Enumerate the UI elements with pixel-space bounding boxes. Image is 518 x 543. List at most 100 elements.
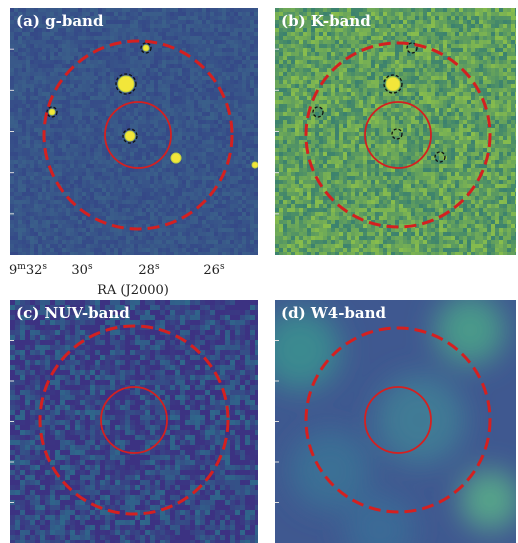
- pixel: [186, 8, 191, 13]
- pixel: [214, 228, 219, 233]
- pixel: [230, 248, 235, 253]
- pixel: [335, 80, 340, 85]
- pixel: [138, 208, 143, 213]
- pixel: [54, 156, 59, 161]
- pixel: [222, 52, 227, 57]
- pixel: [86, 36, 91, 41]
- pixel: [98, 128, 103, 133]
- pixel: [110, 56, 115, 61]
- pixel: [503, 60, 508, 65]
- pixel: [459, 44, 464, 49]
- pixel: [407, 8, 412, 13]
- pixel: [94, 116, 99, 121]
- pixel: [503, 56, 508, 61]
- pixel: [234, 96, 239, 101]
- pixel: [403, 12, 408, 17]
- pixel: [86, 120, 91, 125]
- pixel: [122, 196, 127, 201]
- pixel: [423, 36, 428, 41]
- pixel: [194, 216, 199, 221]
- pixel: [222, 8, 227, 13]
- pixel: [162, 140, 167, 145]
- pixel: [106, 24, 111, 29]
- pixel: [94, 72, 99, 77]
- pixel: [98, 40, 103, 45]
- pixel: [34, 52, 39, 57]
- pixel: [214, 92, 219, 97]
- pixel: [254, 144, 259, 149]
- pixel: [22, 76, 27, 81]
- pixel: [170, 188, 175, 193]
- pixel: [395, 68, 400, 73]
- pixel: [190, 60, 195, 65]
- pixel: [78, 244, 83, 249]
- pixel: [66, 252, 71, 257]
- pixel: [106, 8, 111, 13]
- pixel: [230, 116, 235, 121]
- pixel: [250, 244, 255, 249]
- pixel: [439, 28, 444, 33]
- pixel: [443, 56, 448, 61]
- pixel: [198, 56, 203, 61]
- pixel: [511, 24, 516, 29]
- pixel: [122, 116, 127, 121]
- pixel: [150, 216, 155, 221]
- pixel: [26, 136, 31, 141]
- pixel: [254, 64, 259, 69]
- pixel: [30, 112, 35, 117]
- pixel: [158, 168, 163, 173]
- pixel: [447, 48, 452, 53]
- pixel: [94, 208, 99, 213]
- pixel: [214, 152, 219, 157]
- pixel: [182, 152, 187, 157]
- pixel: [38, 180, 43, 185]
- pixel: [194, 228, 199, 233]
- pixel: [14, 228, 19, 233]
- pixel: [190, 92, 195, 97]
- pixel: [110, 80, 115, 85]
- pixel: [182, 208, 187, 213]
- pixel: [190, 172, 195, 177]
- pixel: [90, 200, 95, 205]
- pixel: [419, 68, 424, 73]
- pixel: [511, 12, 516, 17]
- pixel: [10, 84, 15, 89]
- pixel: [90, 44, 95, 49]
- pixel: [387, 20, 392, 25]
- pixel: [351, 64, 356, 69]
- pixel: [114, 116, 119, 121]
- pixel: [198, 252, 203, 257]
- pixel: [110, 76, 115, 81]
- pixel: [419, 28, 424, 33]
- pixel: [238, 84, 243, 89]
- pixel: [234, 80, 239, 85]
- pixel: [383, 52, 388, 57]
- pixel: [283, 80, 288, 85]
- pixel: [242, 68, 247, 73]
- pixel: [178, 40, 183, 45]
- pixel: [10, 244, 15, 249]
- pixel: [98, 196, 103, 201]
- pixel: [102, 96, 107, 101]
- pixel: [295, 40, 300, 45]
- pixel: [435, 72, 440, 77]
- pixel: [166, 160, 171, 165]
- pixel: [214, 136, 219, 141]
- pixel: [118, 52, 123, 57]
- pixel: [126, 144, 131, 149]
- pixel: [455, 24, 460, 29]
- pixel: [126, 60, 131, 65]
- pixel: [114, 216, 119, 221]
- pixel: [475, 12, 480, 17]
- pixel: [443, 48, 448, 53]
- pixel: [439, 36, 444, 41]
- pixel: [355, 32, 360, 37]
- pixel: [186, 188, 191, 193]
- pixel: [499, 64, 504, 69]
- pixel: [222, 212, 227, 217]
- pixel: [182, 180, 187, 185]
- pixel: [10, 140, 15, 145]
- pixel: [242, 56, 247, 61]
- pixel: [459, 40, 464, 45]
- pixel: [299, 68, 304, 73]
